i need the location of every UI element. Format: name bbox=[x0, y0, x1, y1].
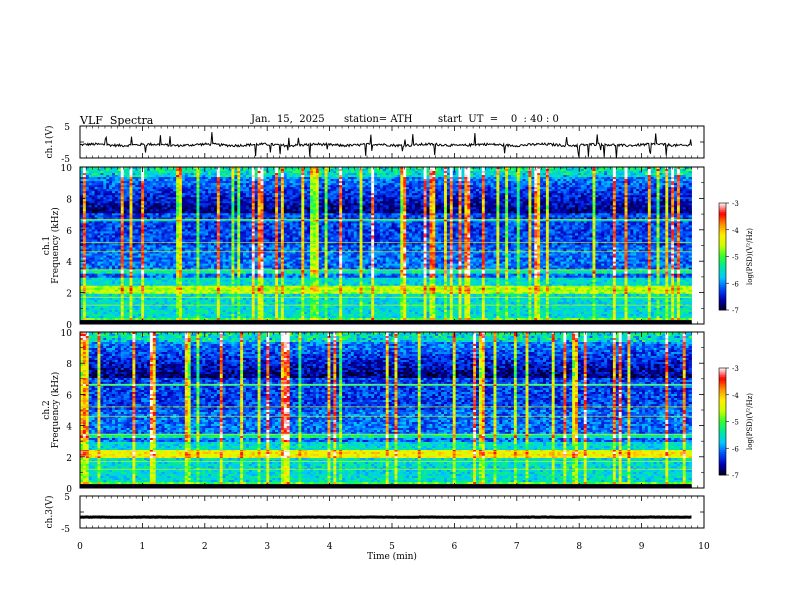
ch2-spectrogram-colorbar: -3 -4 -5 -6 -7 log(PSD)(V²/Hz) bbox=[719, 365, 754, 480]
x-tick-label: 3 bbox=[264, 542, 270, 552]
colorbar-tick-label: -6 bbox=[732, 445, 739, 453]
x-tick-label: 1 bbox=[140, 542, 146, 552]
x-tick-label: 5 bbox=[389, 542, 395, 552]
date-label: Jan. 15, 2025 bbox=[251, 114, 325, 125]
y-tick-label: 10 bbox=[61, 329, 73, 339]
y-tick-label: 5 bbox=[64, 493, 70, 503]
ch3-waveform-ylabel: ch.3(V) bbox=[44, 496, 55, 529]
ch1-spectrogram-cells bbox=[80, 167, 692, 324]
x-tick-label: 8 bbox=[576, 542, 582, 552]
x-tick-label: 0 bbox=[77, 542, 83, 552]
ch3-waveform-trace bbox=[80, 517, 692, 518]
y-tick-label: 4 bbox=[66, 258, 72, 268]
station-label: station= ATH bbox=[344, 114, 412, 125]
y-tick-label: 8 bbox=[66, 195, 72, 205]
x-tick-label: 10 bbox=[698, 542, 710, 552]
y-tick-label: 6 bbox=[66, 227, 72, 237]
x-tick-label: 6 bbox=[452, 542, 458, 552]
y-tick-label: 4 bbox=[66, 423, 72, 433]
ch1-spectrogram-ylabel: Frequency (kHz) bbox=[50, 207, 61, 284]
ch1-waveform-ylabel: ch.1(V) bbox=[44, 126, 55, 159]
x-tick-label: 9 bbox=[639, 542, 645, 552]
vlf-spectra-figure: 5-5ch.1(V)0246810ch.1 Frequency (kHz)-3-4… bbox=[0, 0, 792, 612]
colorbar-tick-label: -4 bbox=[732, 392, 739, 400]
y-tick-label: 5 bbox=[64, 123, 70, 133]
ch2-spectrogram-cells bbox=[80, 332, 692, 488]
x-axis-title: Time (min) bbox=[367, 551, 417, 562]
y-tick-label: 6 bbox=[66, 391, 72, 401]
colorbar-tick-label: -3 bbox=[732, 365, 739, 373]
colorbar-tick-label: -3 bbox=[732, 200, 739, 208]
x-tick-label: 4 bbox=[327, 542, 333, 552]
colorbar-label: log(PSD)(V²/Hz) bbox=[746, 393, 754, 450]
colorbar-tick-label: -7 bbox=[732, 307, 739, 315]
ch1-waveform-trace bbox=[80, 132, 692, 158]
colorbar-tick-label: -5 bbox=[732, 254, 739, 262]
x-tick-label: 2 bbox=[202, 542, 208, 552]
colorbar-tick-label: -7 bbox=[732, 472, 739, 480]
colorbar-tick-label: -6 bbox=[732, 280, 739, 288]
colorbar-tick-label: -5 bbox=[732, 419, 739, 427]
y-tick-label: 2 bbox=[66, 454, 72, 464]
y-tick-label: 2 bbox=[66, 290, 72, 300]
x-tick-label: 7 bbox=[514, 542, 520, 552]
y-tick-label: 8 bbox=[66, 360, 72, 370]
start-ut-label: start UT = 0 : 40 : 0 bbox=[438, 114, 559, 125]
x-axis: 0 1 2 3 4 5 6 7 8 9 10 Time (min) bbox=[77, 542, 710, 562]
ch2-spectrogram-ylabel: Frequency (kHz) bbox=[50, 372, 61, 449]
ch1-waveform-panel: 5-5ch.1(V) bbox=[44, 123, 704, 165]
y-tick-label: -5 bbox=[61, 525, 70, 535]
y-tick-label: 10 bbox=[61, 164, 73, 174]
ch3-waveform-panel: 5 -5 ch.3(V) bbox=[44, 493, 704, 535]
colorbar-tick-label: -4 bbox=[732, 227, 739, 235]
figure-title: VLF Spectra bbox=[80, 114, 153, 127]
colorbar-label: log(PSD)(V²/Hz) bbox=[746, 228, 754, 285]
ch1-spectrogram-colorbar: -3 -4 -5 -6 -7 log(PSD)(V²/Hz) bbox=[719, 200, 754, 315]
